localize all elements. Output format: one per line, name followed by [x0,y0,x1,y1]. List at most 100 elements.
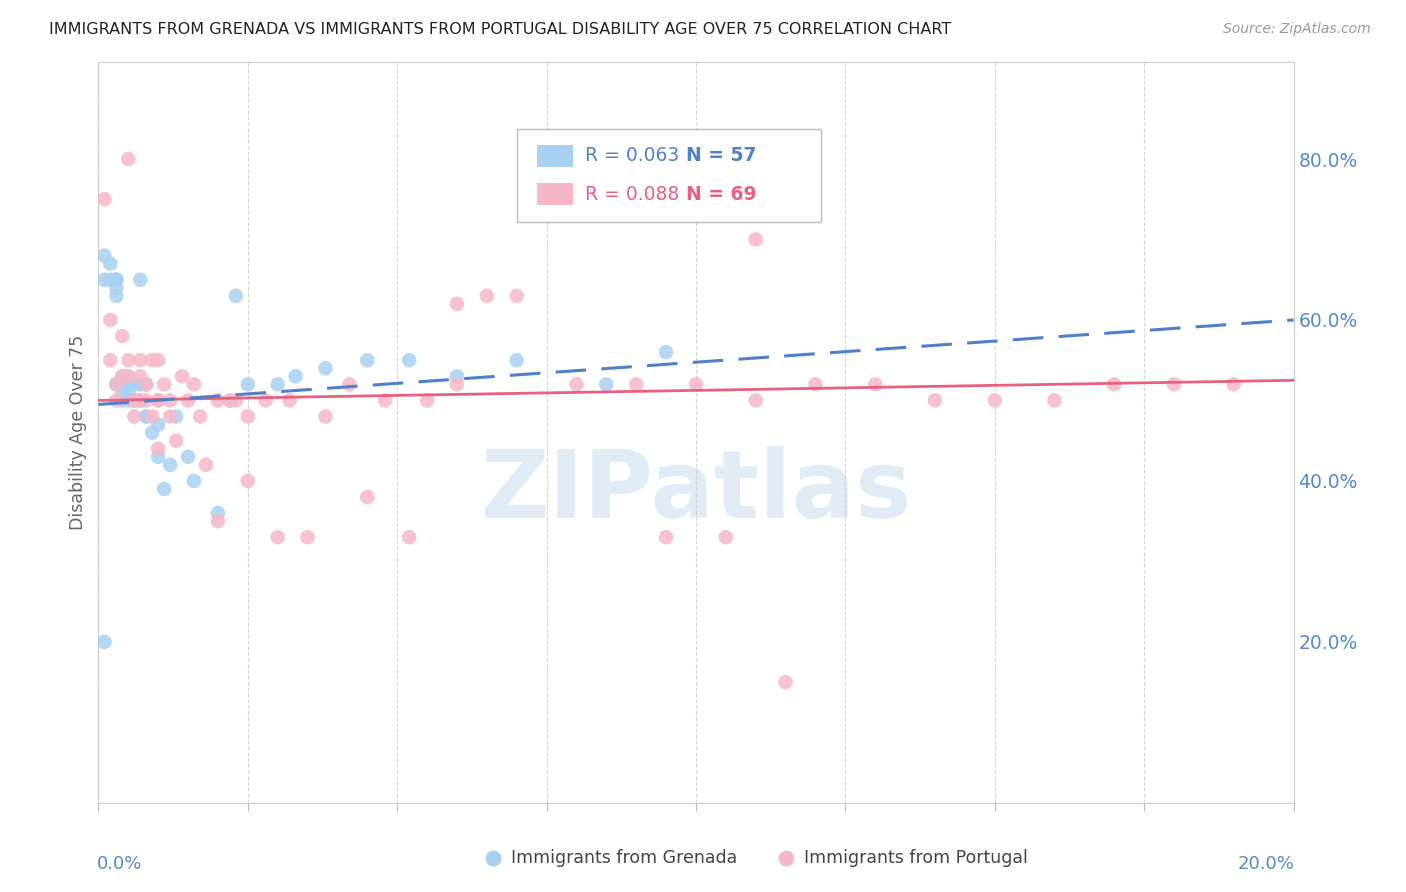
Point [111,377,134,392]
Point [129,377,152,392]
Point [105,377,128,392]
Point [297,530,319,544]
Point [775,675,797,690]
Point [165,434,187,448]
Point [315,361,337,376]
Point [141,425,163,440]
Point [356,353,378,368]
Point [1043,393,1066,408]
Point [339,377,361,392]
Point [111,369,134,384]
Text: 0.0%: 0.0% [97,855,142,872]
Point [188,409,211,424]
Point [117,353,139,368]
Point [117,369,139,384]
Point [111,377,134,392]
Point [117,377,139,392]
Point [506,289,529,303]
Text: N = 57: N = 57 [686,146,756,165]
Point [1104,377,1126,392]
Point [117,152,139,166]
Point [124,393,146,408]
Point [117,369,139,384]
Point [398,353,420,368]
Point [148,393,170,408]
Point [1163,377,1185,392]
Point [117,393,139,408]
Point [111,385,134,400]
Point [105,273,128,287]
Point [111,377,134,392]
Point [714,530,737,544]
Text: 20.0%: 20.0% [1237,855,1295,872]
Point [446,377,468,392]
Text: N = 69: N = 69 [686,185,756,203]
Text: IMMIGRANTS FROM GRENADA VS IMMIGRANTS FROM PORTUGAL DISABILITY AGE OVER 75 CORRE: IMMIGRANTS FROM GRENADA VS IMMIGRANTS FR… [49,22,952,37]
Point [105,377,128,392]
Point [565,377,588,392]
Point [93,635,115,649]
Point [111,377,134,392]
Point [141,409,163,424]
Point [207,514,229,528]
Point [177,450,200,464]
Point [98,353,122,368]
Point [148,353,170,368]
Point [225,393,247,408]
Point [159,393,181,408]
Text: Source: ZipAtlas.com: Source: ZipAtlas.com [1223,22,1371,37]
Point [236,409,259,424]
Point [124,393,146,408]
Point [124,409,146,424]
Point [111,377,134,392]
Point [183,474,205,488]
Point [148,393,170,408]
Text: Immigrants from Grenada: Immigrants from Grenada [510,849,737,867]
Point [219,393,242,408]
Point [93,273,115,287]
Point [111,393,134,408]
Point [159,458,181,472]
Point [105,393,128,408]
Point [141,353,163,368]
Point [129,393,152,408]
Point [135,409,157,424]
Point [105,377,128,392]
Point [446,297,468,311]
Point [98,273,122,287]
Point [98,313,122,327]
FancyBboxPatch shape [537,183,572,205]
Point [416,393,439,408]
Point [315,409,337,424]
Point [745,232,768,246]
Y-axis label: Disability Age Over 75: Disability Age Over 75 [69,335,87,530]
Point [236,474,259,488]
Point [219,393,242,408]
Point [398,530,420,544]
Point [165,409,187,424]
Point [595,377,617,392]
Point [148,450,170,464]
Point [655,345,678,359]
FancyBboxPatch shape [537,145,572,167]
FancyBboxPatch shape [517,129,821,221]
Point [865,377,887,392]
Point [93,192,115,206]
Point [148,417,170,432]
Point [626,377,648,392]
Point [1223,377,1246,392]
Point [172,369,194,384]
Point [111,377,134,392]
Point [207,506,229,520]
Point [111,329,134,343]
Point [148,442,170,456]
Point [745,393,768,408]
Point [924,393,946,408]
Point [177,393,200,408]
Point [129,353,152,368]
Point [117,377,139,392]
Point [284,369,307,384]
Point [446,369,468,384]
Point [153,482,176,496]
Text: Immigrants from Portugal: Immigrants from Portugal [804,849,1028,867]
